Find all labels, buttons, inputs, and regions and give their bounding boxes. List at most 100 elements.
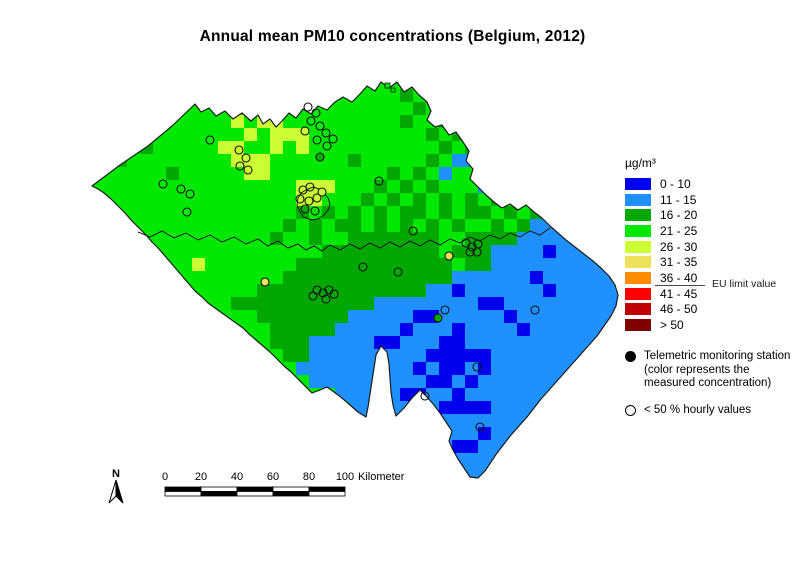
- grid-cell: [465, 349, 479, 363]
- grid-cell: [439, 271, 453, 285]
- grid-cell: [218, 453, 232, 467]
- station-filled-entry: Telemetric monitoring station (color rep…: [625, 350, 790, 391]
- grid-cell: [348, 375, 362, 389]
- grid-cell: [608, 349, 618, 363]
- grid-cell: [179, 453, 193, 467]
- grid-cell: [153, 258, 167, 272]
- grid-cell: [569, 297, 583, 311]
- grid-cell: [387, 180, 401, 194]
- grid-cell: [478, 141, 492, 155]
- grid-cell: [92, 245, 102, 259]
- grid-cell: [309, 375, 323, 389]
- grid-cell: [257, 219, 271, 233]
- grid-cell: [452, 414, 466, 428]
- grid-cell: [127, 232, 141, 246]
- grid-cell: [543, 271, 557, 285]
- grid-cell: [244, 258, 258, 272]
- grid-cell: [478, 401, 492, 415]
- grid-cell: [218, 323, 232, 337]
- grid-cell: [582, 297, 596, 311]
- grid-cell: [452, 362, 466, 376]
- grid-cell: [426, 336, 440, 350]
- grid-cell: [426, 245, 440, 259]
- grid-cell: [595, 427, 609, 441]
- grid-cell: [231, 271, 245, 285]
- grid-cell: [413, 232, 427, 246]
- grid-cell: [205, 219, 219, 233]
- grid-cell: [166, 154, 180, 168]
- grid-cell: [244, 232, 258, 246]
- grid-cell: [270, 271, 284, 285]
- grid-cell: [543, 102, 557, 116]
- legend-swatch: [625, 177, 651, 190]
- grid-cell: [283, 206, 297, 220]
- grid-cell: [283, 401, 297, 415]
- grid-cell: [192, 388, 206, 402]
- grid-cell: [595, 284, 609, 298]
- grid-cell: [270, 128, 284, 142]
- grid-cell: [426, 323, 440, 337]
- filled-station-icon: [625, 351, 636, 362]
- legend-item: 0 - 10: [625, 176, 697, 192]
- grid-cell: [218, 336, 232, 350]
- grid-cell: [530, 453, 544, 467]
- grid-cell: [309, 89, 323, 103]
- legend-item: 16 - 20: [625, 207, 697, 223]
- grid-cell: [153, 245, 167, 259]
- grid-cell: [283, 284, 297, 298]
- station-filled-marker: [433, 313, 443, 323]
- grid-cell: [101, 284, 115, 298]
- grid-cell: [465, 336, 479, 350]
- grid-cell: [335, 206, 349, 220]
- grid-cell: [335, 336, 349, 350]
- grid-cell: [556, 297, 570, 311]
- grid-cell: [127, 245, 141, 259]
- grid-cell: [426, 193, 440, 207]
- grid-cell: [387, 141, 401, 155]
- grid-cell: [595, 128, 609, 142]
- grid-cell: [413, 427, 427, 441]
- grid-cell: [309, 128, 323, 142]
- grid-cell: [426, 362, 440, 376]
- grid-cell: [556, 323, 570, 337]
- grid-cell: [426, 89, 440, 103]
- grid-cell: [179, 232, 193, 246]
- grid-cell: [296, 310, 310, 324]
- grid-cell: [244, 245, 258, 259]
- grid-cell: [517, 297, 531, 311]
- grid-cell: [413, 375, 427, 389]
- grid-cell: [179, 388, 193, 402]
- grid-cell: [231, 401, 245, 415]
- grid-cell: [114, 102, 128, 116]
- grid-cell: [257, 141, 271, 155]
- grid-cell: [595, 388, 609, 402]
- grid-cell: [491, 82, 505, 90]
- grid-cell: [517, 388, 531, 402]
- grid-cell: [335, 82, 349, 90]
- grid-cell: [140, 336, 154, 350]
- grid-cell: [192, 193, 206, 207]
- grid-cell: [582, 310, 596, 324]
- grid-cell: [101, 323, 115, 337]
- grid-cell: [114, 297, 128, 311]
- grid-cell: [439, 388, 453, 402]
- grid-cell: [283, 336, 297, 350]
- grid-cell: [335, 349, 349, 363]
- grid-cell: [517, 102, 531, 116]
- grid-cell: [166, 323, 180, 337]
- grid-cell: [296, 440, 310, 454]
- grid-cell: [257, 453, 271, 467]
- grid-cell: [231, 141, 245, 155]
- station-open-marker: [311, 108, 321, 118]
- grid-cell: [218, 141, 232, 155]
- grid-cell: [465, 258, 479, 272]
- grid-cell: [101, 375, 115, 389]
- grid-cell: [491, 128, 505, 142]
- grid-cell: [426, 167, 440, 181]
- grid-cell: [244, 427, 258, 441]
- grid-cell: [101, 154, 115, 168]
- grid-cell: [439, 154, 453, 168]
- grid-cell: [192, 206, 206, 220]
- grid-cell: [413, 167, 427, 181]
- grid-cell: [140, 440, 154, 454]
